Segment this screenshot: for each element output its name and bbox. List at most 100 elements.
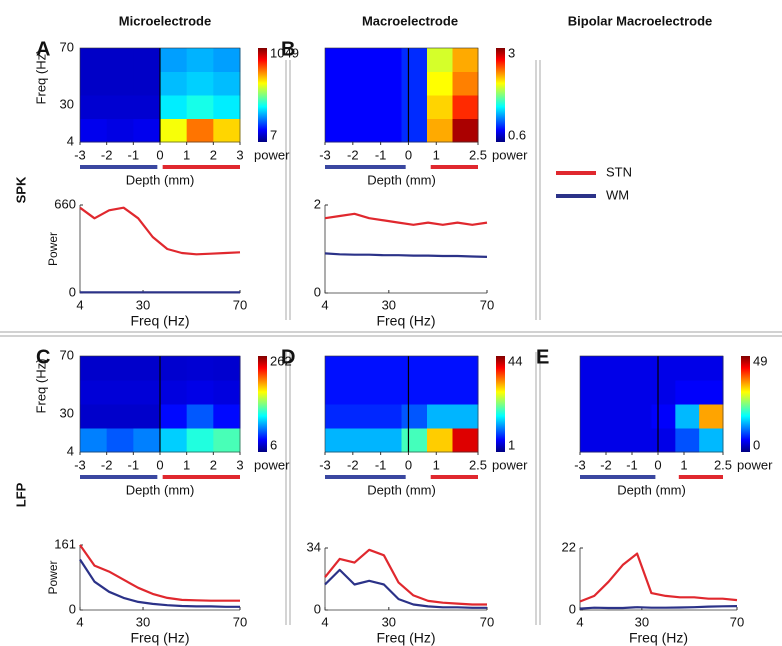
heat-cell	[427, 95, 453, 119]
x-tick-label: 30	[635, 614, 649, 629]
heat-cell	[427, 71, 453, 96]
x-tick-label: 4	[576, 614, 583, 629]
panel-letter: D	[281, 346, 295, 368]
colorbar-label: power	[492, 147, 528, 162]
heat-cell	[651, 404, 676, 429]
heat-cell	[186, 71, 214, 96]
heat-cell	[213, 428, 241, 453]
x-axis-label: Depth (mm)	[126, 482, 195, 497]
depth-bar	[80, 165, 158, 169]
colorbar-tick-label: 3	[508, 45, 515, 60]
x-tick-label: 70	[480, 297, 494, 312]
heat-cell	[603, 404, 629, 429]
heat-cell	[133, 48, 161, 72]
heat-cell	[80, 71, 108, 96]
heat-cell	[675, 404, 700, 429]
heat-cell	[80, 428, 108, 453]
x-tick-label: -3	[319, 147, 331, 162]
colorbar-tick-label: 49	[753, 353, 767, 368]
x-tick-label: -3	[574, 457, 586, 472]
heat-cell	[452, 95, 479, 119]
heat-cell	[160, 48, 188, 72]
heat-cell	[580, 356, 605, 381]
x-tick-label: 0	[654, 457, 661, 472]
heat-cell	[452, 118, 479, 143]
heat-cell	[427, 356, 453, 381]
heat-cell	[376, 71, 402, 96]
colorbar	[258, 356, 267, 452]
heat-cell	[699, 404, 724, 429]
heat-cell	[627, 380, 652, 405]
x-tick-label: 0	[156, 457, 163, 472]
heat-cell	[106, 71, 134, 96]
y-tick-label: 4	[67, 443, 74, 458]
heat-cell	[133, 95, 161, 119]
y-tick-label: 70	[60, 347, 74, 362]
x-tick-label: 70	[233, 297, 247, 312]
x-tick-label: -3	[74, 147, 86, 162]
column-header: Microelectrode	[119, 13, 211, 28]
heat-cell	[675, 356, 700, 381]
heat-cell	[350, 404, 377, 429]
heat-cell	[699, 428, 724, 453]
heat-cell	[452, 428, 479, 453]
heat-cell	[452, 380, 479, 405]
heat-cell	[160, 380, 188, 405]
y-tick-label: 30	[60, 96, 74, 111]
heat-cell	[376, 118, 402, 143]
heat-cell	[186, 404, 214, 429]
heat-cell	[651, 380, 676, 405]
heat-cell	[186, 356, 214, 381]
x-tick-label: -2	[347, 457, 359, 472]
heat-cell	[80, 48, 108, 72]
x-tick-label: -3	[74, 457, 86, 472]
heat-cell	[160, 118, 188, 143]
heat-cell	[376, 356, 402, 381]
colorbar-tick-label: 1	[508, 437, 515, 452]
heat-cell	[186, 380, 214, 405]
x-tick-label: 30	[136, 297, 150, 312]
heat-cell	[325, 71, 351, 96]
series-line	[324, 548, 487, 606]
x-tick-label: -1	[375, 457, 387, 472]
legend-label: WM	[606, 187, 629, 202]
heat-cell	[213, 95, 241, 119]
y-tick-label: 22	[562, 539, 576, 554]
x-tick-label: 2.5	[469, 457, 487, 472]
heat-cell	[213, 380, 241, 405]
heat-cell	[603, 380, 629, 405]
colorbar	[496, 48, 505, 142]
heat-cell	[350, 356, 377, 381]
heat-cell	[675, 380, 700, 405]
heat-cell	[133, 356, 161, 381]
heat-cell	[186, 428, 214, 453]
heat-cell	[452, 71, 479, 96]
heat-cell	[160, 95, 188, 119]
plot-frame	[324, 355, 479, 453]
heat-cell	[627, 356, 652, 381]
series-line	[79, 206, 241, 256]
depth-bar	[430, 475, 478, 479]
x-axis-label: Freq (Hz)	[629, 630, 688, 646]
x-tick-label: 3	[236, 457, 243, 472]
x-tick-label: 0	[405, 147, 412, 162]
heat-cell	[106, 428, 134, 453]
heat-cell	[580, 404, 605, 429]
x-tick-label: 4	[76, 614, 83, 629]
x-tick-label: -1	[128, 147, 140, 162]
x-tick-label: 70	[480, 614, 494, 629]
heat-cell	[350, 71, 377, 96]
heat-cell	[401, 118, 428, 143]
heat-cell	[401, 48, 428, 72]
heat-cell	[325, 356, 351, 381]
heat-cell	[427, 404, 453, 429]
heat-cell	[106, 356, 134, 381]
colorbar-label: power	[737, 457, 773, 472]
heat-cell	[401, 404, 428, 429]
y-tick-label: 161	[54, 536, 76, 551]
heat-cell	[350, 428, 377, 453]
x-axis-label: Depth (mm)	[367, 482, 436, 497]
x-tick-label: 30	[382, 297, 396, 312]
x-tick-label: 4	[321, 614, 328, 629]
